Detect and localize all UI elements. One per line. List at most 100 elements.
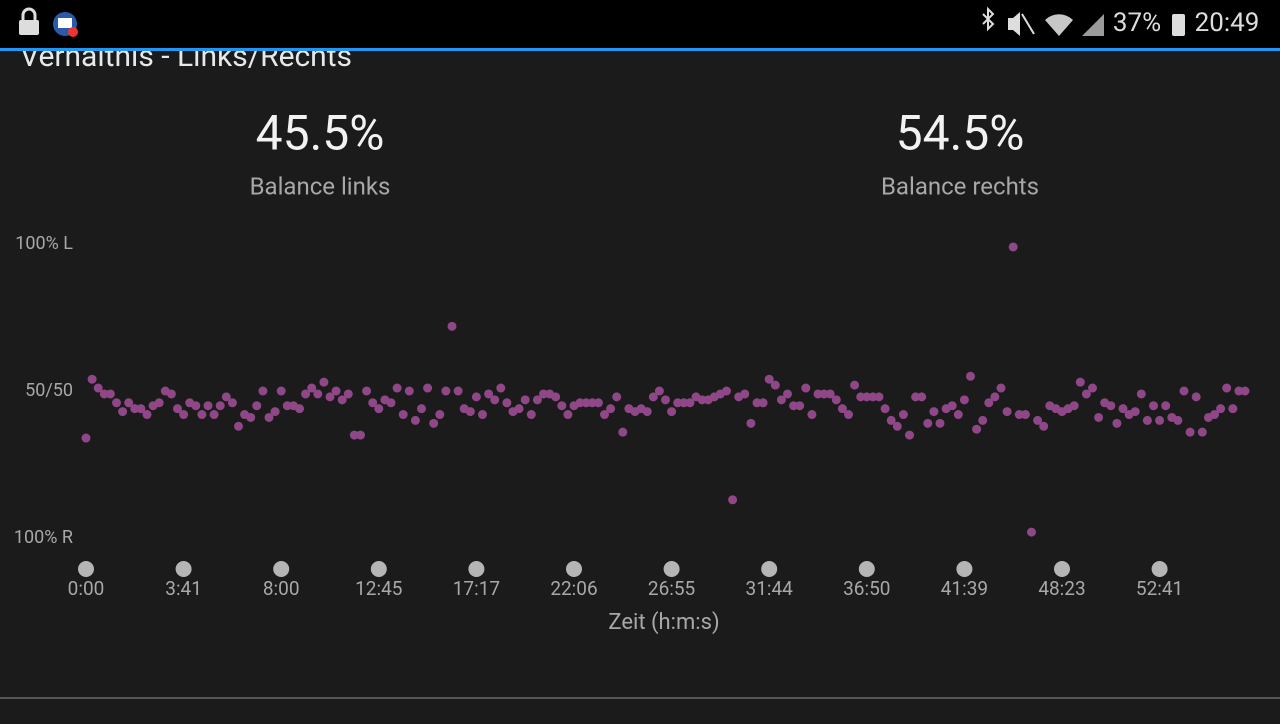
data-point (947, 401, 957, 411)
data-point (606, 404, 616, 414)
x-tick-mark (468, 561, 485, 577)
data-point (331, 386, 341, 396)
data-point (685, 398, 695, 408)
data-point (758, 398, 768, 408)
data-point (319, 377, 329, 387)
data-point (905, 430, 914, 440)
data-point (295, 404, 304, 414)
data-point (746, 418, 756, 428)
data-point (246, 412, 256, 422)
data-point (563, 410, 573, 420)
data-point (1027, 527, 1036, 537)
data-point (1155, 415, 1165, 425)
data-point (1149, 401, 1158, 411)
data-point (764, 374, 774, 384)
data-point (831, 395, 841, 405)
clock: 20:49 (1195, 8, 1260, 38)
x-tick-mark (78, 561, 94, 577)
data-point (264, 412, 274, 422)
data-point (142, 410, 152, 420)
data-point (807, 410, 817, 420)
data-point (917, 392, 927, 402)
data-point (776, 395, 786, 405)
status-bar (0, 0, 1280, 48)
x-tick-mark (273, 561, 290, 577)
data-point (770, 380, 780, 390)
data-point (227, 398, 237, 408)
x-tick-mark (370, 561, 387, 577)
data-point (850, 380, 860, 390)
data-point (783, 389, 792, 399)
data-point (722, 386, 731, 396)
data-point (435, 410, 445, 420)
data-point (191, 401, 201, 411)
stat-value: 45.5% (256, 105, 385, 162)
x-tick-mark (858, 561, 875, 577)
data-point (953, 410, 963, 420)
data-point (990, 392, 1000, 402)
data-point (1033, 415, 1043, 425)
data-point (1191, 392, 1201, 402)
accent-line (0, 48, 1280, 51)
data-point (478, 410, 487, 420)
data-point (1088, 383, 1097, 393)
data-point (386, 398, 396, 408)
data-point (1197, 427, 1207, 437)
x-axis-label: Zeit (h:m:s) (608, 610, 719, 635)
data-point (825, 389, 835, 399)
data-point (728, 495, 738, 505)
data-point (593, 398, 603, 408)
data-point (343, 389, 353, 399)
data-point (514, 404, 524, 414)
data-point (392, 383, 402, 393)
data-point (874, 392, 884, 402)
x-tick-mark (566, 561, 582, 577)
x-tick-mark (956, 561, 973, 577)
data-point (496, 383, 506, 393)
y-tick-label: 100% R (14, 527, 73, 548)
data-point (984, 398, 994, 408)
data-point (270, 407, 280, 417)
data-point (886, 415, 896, 425)
y-tick-label: 100% L (15, 233, 73, 254)
data-point (136, 404, 146, 414)
data-point (1094, 412, 1104, 422)
x-tick-label: 52:41 (1136, 577, 1183, 600)
data-point (471, 392, 481, 402)
data-point (410, 415, 420, 425)
data-point (1081, 389, 1091, 399)
data-point (447, 321, 457, 331)
data-point (301, 389, 311, 399)
data-point (118, 407, 128, 417)
data-point (1228, 404, 1238, 414)
x-tick-label: 0:00 (68, 577, 105, 600)
x-tick-mark (761, 561, 778, 577)
data-point (600, 410, 609, 420)
data-point (484, 389, 494, 399)
data-point (423, 383, 433, 393)
data-point (1142, 415, 1152, 425)
x-tick-mark (1151, 561, 1168, 577)
data-point (1002, 407, 1012, 417)
data-point (923, 418, 933, 428)
data-point (654, 386, 664, 396)
data-point (1222, 383, 1232, 393)
data-point (837, 404, 847, 414)
data-point (81, 433, 91, 443)
data-point (221, 392, 231, 402)
battery-level: 37% (1113, 8, 1161, 38)
data-point (795, 401, 805, 411)
data-point (972, 424, 982, 434)
data-point (1106, 401, 1116, 411)
data-point (374, 404, 384, 414)
data-point (179, 410, 189, 420)
x-tick-mark (663, 561, 680, 577)
data-point (996, 383, 1006, 393)
data-point (898, 410, 908, 420)
data-point (502, 398, 512, 408)
x-tick-label: 12:45 (355, 577, 402, 600)
data-point (1185, 427, 1195, 437)
data-point (368, 398, 378, 408)
